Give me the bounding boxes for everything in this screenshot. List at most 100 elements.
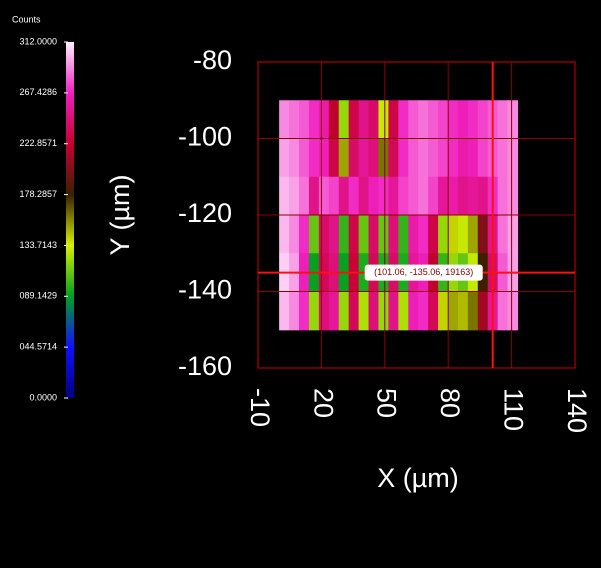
heatmap-cell [497, 100, 509, 140]
heatmap-cell [447, 138, 459, 178]
heatmap-cell [477, 100, 489, 140]
heatmap-cell [308, 138, 320, 178]
heatmap-cell [289, 138, 300, 178]
heatmap-cell [328, 215, 340, 254]
heatmap-cell [438, 291, 449, 331]
heatmap-cell [338, 100, 350, 140]
heatmap-cell [457, 215, 469, 254]
heatmap-cell [428, 215, 439, 254]
colorbar-tick-label: 178.2857 [19, 189, 57, 199]
heatmap-cell [318, 176, 330, 216]
heatmap-cell [358, 291, 370, 331]
heatmap-cell [418, 215, 429, 254]
heatmap-cell [398, 100, 409, 140]
heatmap-cell [457, 291, 469, 331]
x-tick-label: 50 [372, 388, 402, 418]
heatmap-cell [368, 100, 380, 140]
colorbar-tick-label: 312.0000 [19, 36, 57, 46]
heatmap-cell [447, 291, 459, 331]
heatmap-cell [428, 138, 439, 178]
heatmap-cell [477, 138, 489, 178]
heatmap-cell [398, 138, 409, 178]
heatmap-cell [428, 291, 439, 331]
heatmap-cell [368, 176, 380, 216]
heatmap-cell [388, 138, 399, 178]
x-tick-label: 20 [308, 388, 338, 418]
heatmap-cell [328, 100, 340, 140]
heatmap-cell [308, 215, 320, 254]
x-axis-title: X (µm) [377, 463, 459, 493]
heatmap-cell [368, 215, 380, 254]
plot-frame [257, 61, 576, 369]
heatmap-cell [279, 176, 290, 216]
heatmap-cell [298, 215, 310, 254]
heatmap-cell [497, 291, 509, 331]
heatmap-cell [328, 291, 340, 331]
colorbar-tick-label: 044.5714 [19, 342, 57, 352]
heatmap-cell [408, 176, 419, 216]
heatmap-cell [289, 291, 300, 331]
heatmap-cell [467, 215, 479, 254]
heatmap-cell [348, 138, 360, 178]
heatmap-cell [408, 100, 419, 140]
heatmap-cell [328, 176, 340, 216]
heatmap-cell [457, 176, 469, 216]
heatmap-cell [348, 291, 360, 331]
heatmap-cell [298, 176, 310, 216]
heatmap-cell [378, 291, 389, 331]
heatmap-cell [408, 291, 419, 331]
heatmap-cell [507, 215, 519, 254]
heatmap-cell [507, 176, 519, 216]
heatmap-cell [467, 100, 479, 140]
heatmap-cell [447, 176, 459, 216]
heatmap-cell [497, 176, 509, 216]
heatmap-cell [358, 138, 370, 178]
heatmap-cell [438, 215, 449, 254]
heatmap-cell [447, 100, 459, 140]
heatmap-cell [467, 138, 479, 178]
heatmap-cell [358, 100, 370, 140]
heatmap-cell [438, 176, 449, 216]
heatmap-cell [477, 215, 489, 254]
heatmap-cell [279, 100, 290, 140]
heatmap-cell [408, 138, 419, 178]
heatmap-cell [298, 291, 310, 331]
heatmap-cell [378, 176, 389, 216]
y-tick-label: -80 [193, 45, 232, 75]
heatmap-cell [298, 138, 310, 178]
y-tick-label: -160 [178, 351, 232, 381]
y-tick-label: -140 [178, 275, 232, 305]
heatmap-cell [418, 176, 429, 216]
heatmap-cell [358, 215, 370, 254]
colorbar-title: Counts [12, 14, 41, 24]
heatmap-cell [457, 138, 469, 178]
y-tick-label: -120 [178, 198, 232, 228]
heatmap-cell [467, 291, 479, 331]
heatmap-cell [338, 291, 350, 331]
heatmap-cell [348, 176, 360, 216]
colorbar-tick-label: 267.4286 [19, 87, 57, 97]
heatmap-cell [467, 176, 479, 216]
heatmap-cell [408, 215, 419, 254]
x-tick-label: 110 [498, 388, 528, 431]
heatmap-cell [289, 215, 300, 254]
x-tick-label: -10 [245, 388, 275, 427]
heatmap-cell [438, 100, 449, 140]
heatmap-cell [338, 176, 350, 216]
heatmap-cell [348, 215, 360, 254]
heatmap-cell [289, 100, 300, 140]
heatmap-cell [497, 138, 509, 178]
heatmap-cell [418, 100, 429, 140]
heatmap-cell [279, 291, 290, 331]
heatmap-cell [318, 138, 330, 178]
heatmap-cell [279, 138, 290, 178]
heatmap-cell [507, 100, 519, 140]
heatmap-cell [378, 138, 389, 178]
heatmap-cell [308, 291, 320, 331]
crosshair-label: (101.06, -135.06, 19163) [374, 267, 473, 277]
heatmap-cell [358, 176, 370, 216]
heatmap-cell [368, 138, 380, 178]
heatmap-cell [418, 138, 429, 178]
heatmap-cell [388, 291, 399, 331]
